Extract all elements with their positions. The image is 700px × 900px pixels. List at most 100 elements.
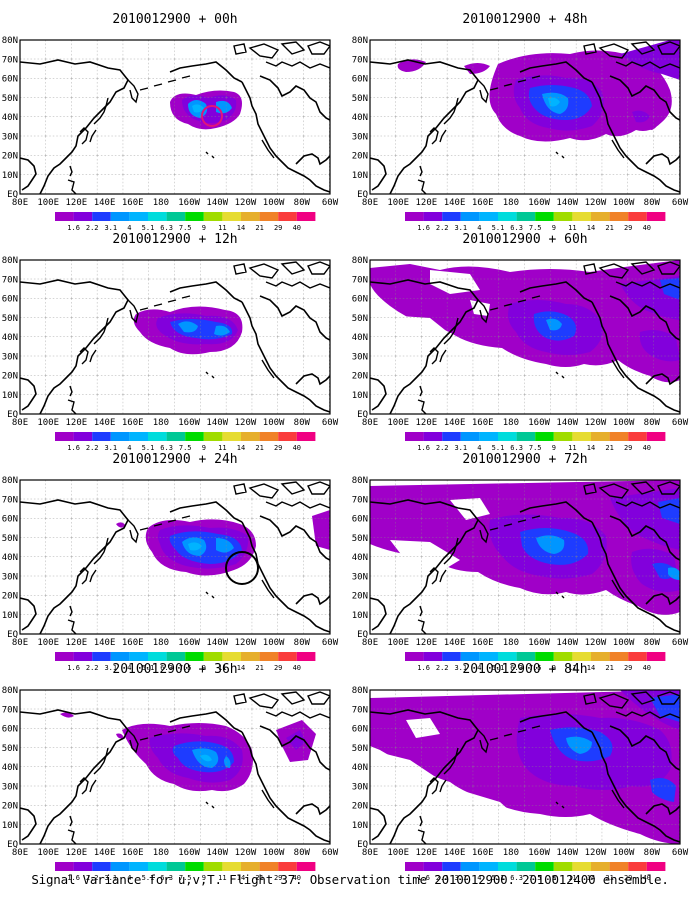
colorbar-swatch	[129, 432, 148, 441]
colorbar-label: 29	[274, 444, 282, 452]
lon-tick-label: 60W	[322, 848, 339, 858]
lat-tick-label: 10N	[2, 391, 18, 401]
colorbar-label: 3.1	[104, 664, 117, 672]
lat-tick-label: 20N	[2, 802, 18, 812]
lon-tick-label: 100W	[263, 848, 285, 858]
colorbar-swatch	[296, 862, 316, 871]
lon-tick-label: 140E	[94, 638, 116, 648]
lat-tick-label: EQ	[7, 410, 18, 420]
lat-tick-label: EQ	[357, 840, 368, 850]
colorbar-label: 14	[237, 224, 245, 232]
colorbar-label: 21	[255, 874, 263, 882]
colorbar-swatch	[148, 652, 167, 661]
lat-tick-label: 40N	[352, 553, 368, 563]
colorbar-swatch	[628, 652, 647, 661]
lat-tick-label: 10N	[2, 821, 18, 831]
map-frame	[19, 259, 331, 415]
colorbar-label: 5.1	[142, 444, 155, 452]
lat-tick-label: EQ	[357, 410, 368, 420]
colorbar-label: 6.3	[160, 444, 173, 452]
lon-tick-label: 160W	[528, 418, 550, 428]
lon-tick-label: 60W	[672, 198, 689, 208]
lon-tick-label: 120W	[235, 198, 257, 208]
colorbar-swatch	[460, 432, 480, 441]
lat-tick-label: 50N	[352, 314, 368, 324]
colorbar-swatch	[442, 862, 461, 871]
colorbar-label: 21	[605, 444, 613, 452]
colorbar-label: 3.1	[454, 444, 467, 452]
lon-tick-label: 180	[503, 638, 519, 648]
lon-tick-label: 100E	[387, 198, 409, 208]
lat-tick-label: 70N	[352, 55, 368, 65]
colorbar-swatch	[423, 212, 443, 221]
lat-tick-label: 30N	[2, 572, 18, 582]
lon-tick-label: 140E	[444, 198, 466, 208]
lon-tick-label: 160W	[178, 848, 200, 858]
graticule	[370, 260, 680, 414]
colorbar-label: 6.3	[510, 224, 523, 232]
lon-tick-label: 180	[503, 418, 519, 428]
colorbar-swatch	[423, 862, 443, 871]
lon-tick-label: 120W	[235, 638, 257, 648]
colorbar-swatch	[498, 212, 517, 221]
colorbar-label: 5.1	[142, 224, 155, 232]
colorbar-swatch	[203, 212, 223, 221]
colorbar-swatch	[423, 432, 443, 441]
colorbar-label: 21	[605, 874, 613, 882]
colorbar-label: 11	[568, 224, 576, 232]
colorbar-label: 14	[587, 664, 595, 672]
panel-title: 2010012900 + 72h	[462, 452, 587, 467]
colorbar-swatch	[535, 652, 554, 661]
colorbar-label: 6.3	[160, 224, 173, 232]
lon-tick-label: 100E	[37, 638, 59, 648]
colorbar-label: 3.1	[454, 224, 467, 232]
lat-tick-label: 20N	[2, 592, 18, 602]
map-panel-60h: 2010012900 + 60h 80E 100E 120E 140E 160E 180 16…	[352, 232, 689, 452]
colorbar-swatch	[55, 212, 74, 221]
colorbar-label: 11	[568, 664, 576, 672]
colorbar-label: 21	[255, 664, 263, 672]
colorbar-label: 9	[552, 224, 556, 232]
lon-tick-label: 60W	[672, 418, 689, 428]
colorbar-swatch	[259, 862, 279, 871]
colorbar-label: 4	[127, 874, 131, 882]
colorbar-swatch	[296, 212, 316, 221]
lon-tick-label: 80E	[362, 848, 378, 858]
lon-tick-label: 100W	[263, 638, 285, 648]
lon-tick-label: 60W	[322, 638, 339, 648]
lat-tick-label: 30N	[2, 782, 18, 792]
colorbar-swatch	[479, 862, 498, 871]
colorbar-label: 9	[202, 664, 206, 672]
colorbar-label: 11	[218, 874, 226, 882]
colorbar-label: 6.3	[510, 444, 523, 452]
lon-tick-label: 160W	[178, 418, 200, 428]
colorbar-swatch	[442, 432, 461, 441]
lon-tick-label: 100E	[37, 848, 59, 858]
lat-tick-label: 40N	[352, 113, 368, 123]
lat-tick-label: 30N	[2, 132, 18, 142]
lon-tick-label: 160W	[528, 638, 550, 648]
colorbar-swatch	[553, 862, 573, 871]
lat-tick-label: 20N	[352, 372, 368, 382]
lon-tick-label: 80W	[294, 418, 311, 428]
lat-tick-label: 20N	[352, 152, 368, 162]
lon-tick-label: 80E	[12, 638, 28, 648]
colorbar-label: 2.2	[86, 664, 99, 672]
lon-tick-label: 140E	[444, 848, 466, 858]
map-frame	[369, 689, 681, 845]
colorbar-swatch	[241, 862, 260, 871]
colorbar-swatch	[646, 652, 666, 661]
lon-tick-label: 140W	[206, 638, 228, 648]
lat-tick-label: 40N	[2, 333, 18, 343]
colorbar-swatch	[278, 862, 297, 871]
map-panel-72h: 2010012900 + 72h 80E 100E 120E 140E 160E 180 16…	[352, 452, 689, 672]
colorbar-swatch	[553, 212, 573, 221]
lon-tick-label: 120W	[235, 848, 257, 858]
colorbar-label: 4	[127, 664, 131, 672]
colorbar-label: 6.3	[160, 664, 173, 672]
colorbar-label: 6.3	[510, 664, 523, 672]
lat-tick-label: 10N	[352, 391, 368, 401]
colorbar-swatch	[185, 212, 204, 221]
lon-tick-label: 160E	[472, 198, 494, 208]
colorbar-swatch	[110, 652, 130, 661]
